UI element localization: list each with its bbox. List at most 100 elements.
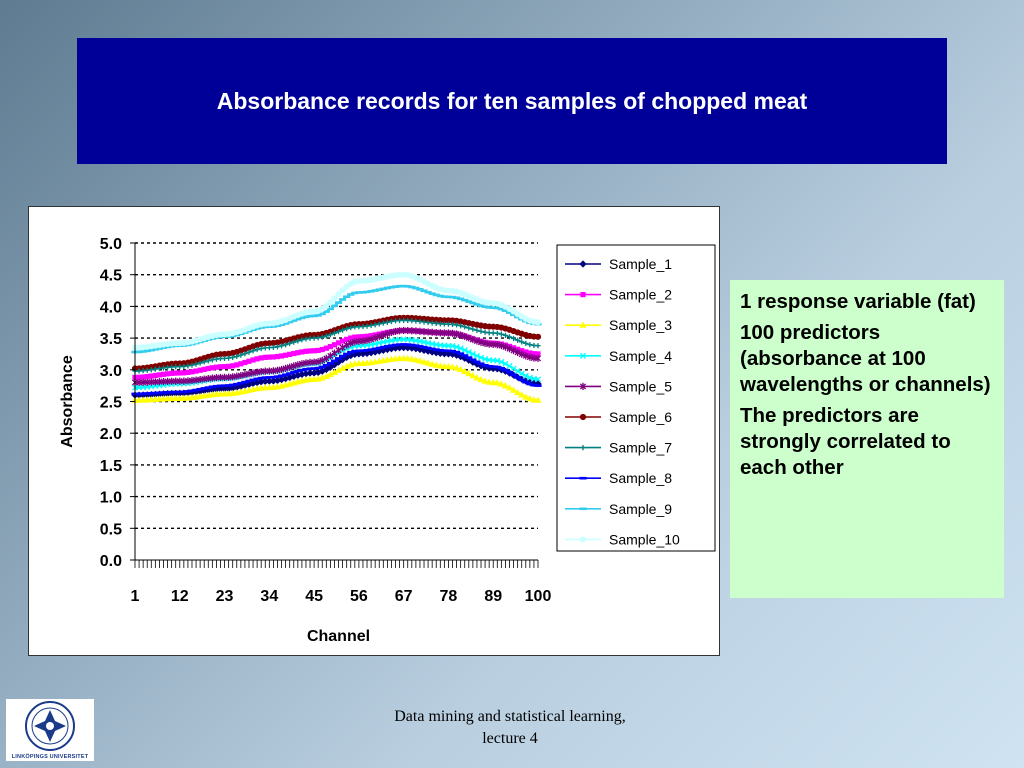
data-point (535, 343, 541, 349)
data-point (208, 385, 216, 389)
data-point (278, 343, 285, 349)
data-point (322, 310, 330, 313)
data-point (518, 370, 525, 377)
data-point (432, 348, 440, 351)
data-point (363, 349, 371, 357)
data-point (457, 365, 465, 373)
data-point (326, 370, 334, 378)
data-point (360, 334, 366, 340)
legend-label: Sample_7 (609, 440, 672, 456)
data-point (322, 372, 330, 380)
data-point (494, 357, 501, 364)
data-point (416, 345, 424, 348)
data-point (509, 313, 518, 317)
university-logo: LINKÖPINGS UNIVERSITET (6, 699, 94, 761)
data-point (246, 358, 252, 364)
data-point (395, 284, 404, 288)
data-point (257, 376, 265, 380)
data-point (436, 294, 444, 298)
series-sample-6 (131, 314, 542, 372)
data-point (229, 383, 237, 387)
legend-marker (580, 292, 586, 298)
data-point (298, 316, 306, 320)
data-point (193, 368, 199, 374)
data-point (201, 366, 207, 372)
data-point (395, 343, 404, 346)
data-point (527, 350, 533, 356)
data-point (159, 391, 168, 394)
x-tick-label: 100 (525, 588, 552, 605)
data-point (481, 305, 489, 309)
x-tick-label: 78 (440, 588, 458, 605)
data-point (185, 363, 191, 369)
legend-marker (579, 321, 587, 328)
data-point (196, 387, 204, 391)
data-point (343, 295, 351, 299)
data-point (315, 347, 321, 354)
data-point (327, 343, 333, 350)
data-point (408, 343, 416, 347)
data-point (340, 338, 346, 344)
data-point (477, 362, 485, 366)
data-point (351, 349, 359, 353)
data-point (135, 392, 143, 396)
data-point (485, 306, 493, 309)
data-point (330, 304, 339, 308)
data-point (283, 342, 289, 348)
data-point (159, 346, 168, 349)
data-point (469, 358, 477, 362)
data-point (339, 287, 346, 294)
data-point (286, 372, 294, 375)
data-point (412, 286, 420, 290)
data-point (188, 389, 196, 393)
legend-label: Sample_3 (609, 317, 672, 333)
series-sample-10 (131, 271, 542, 351)
data-point (339, 343, 346, 352)
x-axis-title: Channel (307, 628, 370, 645)
data-point (466, 325, 472, 331)
data-point (291, 350, 297, 357)
data-point (510, 346, 517, 355)
data-point (383, 345, 391, 348)
data-point (168, 390, 176, 394)
data-point (273, 324, 282, 328)
data-point (334, 366, 343, 373)
data-point (327, 332, 333, 338)
data-point (343, 353, 351, 362)
data-point (331, 295, 338, 302)
x-tick-label: 34 (260, 588, 278, 605)
data-point (510, 335, 517, 342)
data-point (315, 358, 322, 366)
x-tick-label: 56 (350, 588, 368, 605)
data-point (469, 350, 476, 358)
data-point (452, 364, 461, 371)
data-point (318, 365, 326, 369)
data-point (493, 365, 501, 369)
data-point (363, 290, 371, 294)
data-point (432, 361, 440, 368)
data-point (173, 370, 179, 376)
data-point (461, 354, 469, 357)
data-point (311, 348, 317, 354)
data-point (384, 319, 390, 325)
data-point (391, 343, 400, 347)
data-point (376, 333, 383, 341)
data-point (339, 364, 347, 371)
data-point (265, 325, 273, 328)
data-point (515, 337, 521, 343)
data-point (522, 393, 530, 400)
notes-box: 1 response variable (fat) 100 predictors… (730, 280, 1004, 598)
footer-lecture: lecture 4 (482, 730, 538, 747)
data-point (192, 388, 200, 392)
data-point (510, 365, 517, 372)
x-tick-label: 67 (395, 588, 413, 605)
data-point (461, 354, 469, 362)
y-tick-label: 4.0 (100, 299, 122, 316)
data-point (461, 367, 469, 374)
data-point (452, 350, 461, 354)
absorbance-line-chart: 0.0 0.5 1.0 1.5 2.0 2.5 3.0 3.5 4.0 4.5 5.0 1 12 23 34… (59, 236, 716, 645)
data-point (242, 359, 248, 366)
data-point (453, 322, 460, 328)
data-point (323, 333, 329, 339)
slide-title: Absorbance records for ten samples of ch… (216, 87, 808, 114)
